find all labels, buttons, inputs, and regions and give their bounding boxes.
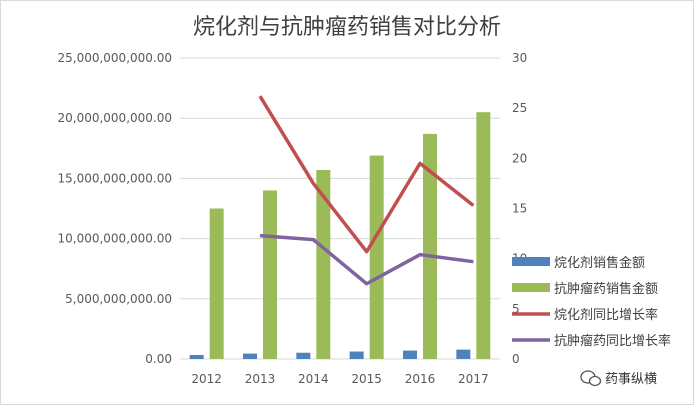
bar: [189, 355, 204, 359]
legend-swatch: [512, 257, 550, 266]
legend-label: 烷化剂同比增长率: [554, 307, 658, 323]
x-tick-label: 2017: [458, 372, 489, 386]
wechat-icon: [580, 370, 602, 387]
bar: [369, 155, 384, 359]
right-tick-label: 25: [512, 101, 527, 115]
right-tick-label: 0: [512, 352, 520, 366]
left-tick-label: 15,000,000,000.00: [57, 171, 172, 185]
chart-title: 烷化剂与抗肿瘤药销售对比分析: [193, 15, 501, 40]
right-axis-ticks: 051015202530: [512, 51, 527, 366]
bar: [209, 208, 224, 359]
watermark: 药事纵横: [580, 370, 657, 387]
left-tick-label: 10,000,000,000.00: [57, 232, 172, 246]
left-tick-label: 5,000,000,000.00: [65, 292, 172, 306]
x-tick-label: 2015: [351, 372, 382, 386]
left-tick-label: 0.00: [145, 352, 172, 366]
right-tick-label: 15: [512, 202, 527, 216]
left-tick-label: 25,000,000,000.00: [57, 51, 172, 65]
x-tick-label: 2016: [405, 372, 436, 386]
bar: [296, 352, 311, 359]
legend-label: 抗肿瘤药同比增长率: [554, 333, 671, 349]
x-tick-label: 2013: [245, 372, 276, 386]
bar: [423, 133, 437, 359]
bar: [263, 190, 277, 359]
x-tick-label: 2012: [191, 372, 222, 386]
series-line: [259, 233, 474, 286]
right-tick-label: 30: [512, 51, 527, 65]
legend-label: 抗肿瘤药销售金额: [554, 281, 658, 297]
bar: [403, 350, 417, 359]
left-axis-ticks: 0.00 5,000,000,000.00 10,000,000,000.00 15,…: [57, 51, 172, 366]
right-tick-label: 20: [512, 151, 527, 165]
watermark-text: 药事纵横: [605, 372, 657, 387]
x-tick-label: 2014: [298, 372, 329, 386]
legend-swatch: [512, 283, 550, 292]
right-tick-label: 5: [512, 302, 520, 316]
series-line: [258, 95, 475, 254]
x-axis-ticks: 2012 2013 2014 2015 2016 2017: [191, 372, 488, 386]
left-tick-label: 20,000,000,000.00: [57, 111, 172, 125]
gridlines: [180, 57, 500, 360]
legend-label: 烷化剂销售金额: [554, 255, 645, 271]
bars: [189, 112, 491, 360]
bar: [456, 349, 471, 359]
bar: [476, 112, 491, 360]
bar: [316, 169, 331, 359]
bar: [349, 351, 364, 359]
bar: [243, 353, 257, 359]
lines: [258, 95, 475, 286]
